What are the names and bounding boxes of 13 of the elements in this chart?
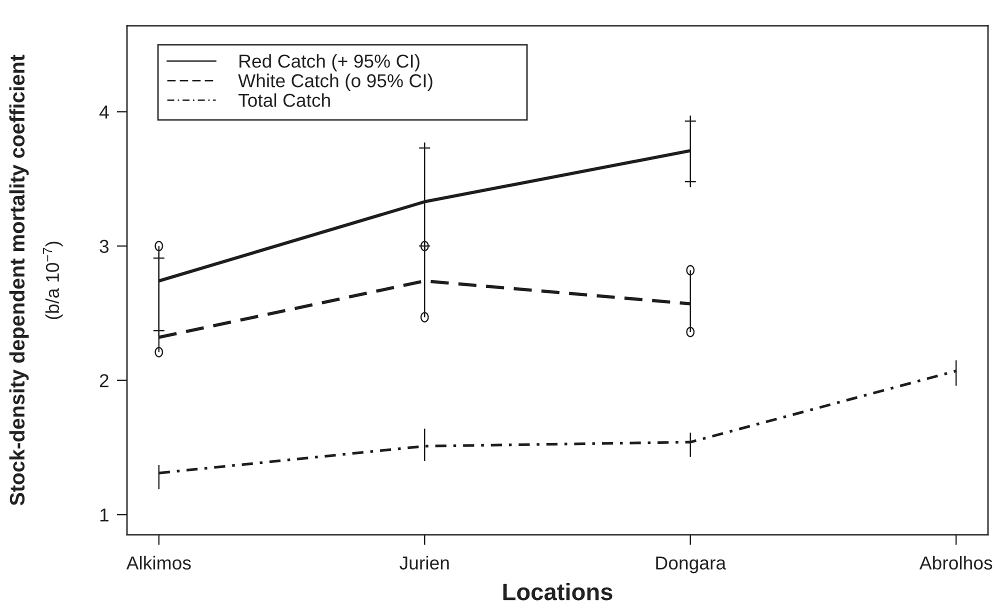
- x-tick-label: Jurien: [400, 556, 449, 570]
- legend-label: Total Catch: [238, 93, 330, 107]
- y-tick-label: 3: [100, 240, 109, 253]
- x-axis-title: Locations: [503, 582, 612, 600]
- legend-label: Red Catch (+ 95% CI): [240, 54, 420, 72]
- legend-label: White Catch (o 95% CI): [238, 74, 432, 92]
- x-tick-label: Abrolhos: [919, 556, 992, 570]
- x-tick-label: Dongara: [656, 556, 726, 574]
- x-tick-label: Alkimos: [126, 556, 191, 570]
- y-axis-title: Stock-density dependent mortality coefficient (b/a 10$^{−7}$): [9, 54, 63, 506]
- y-tick-label: 2: [100, 374, 108, 388]
- y-tick-label: 4: [99, 106, 109, 118]
- y-tick-label: 1: [100, 508, 108, 522]
